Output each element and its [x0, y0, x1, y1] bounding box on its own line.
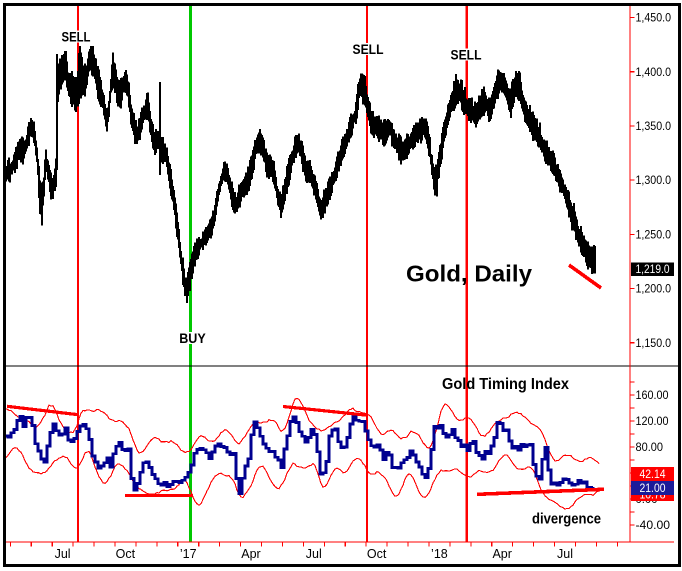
svg-text:SELL: SELL — [451, 47, 482, 62]
svg-text:160.00: 160.00 — [636, 390, 669, 402]
svg-text:’18: ’18 — [431, 547, 448, 561]
svg-text:divergence: divergence — [532, 512, 601, 528]
svg-text:Oct: Oct — [116, 547, 136, 561]
svg-text:Oct: Oct — [367, 547, 387, 561]
svg-text:Gold Timing Index: Gold Timing Index — [442, 376, 569, 393]
svg-text:-40.00: -40.00 — [636, 520, 671, 532]
svg-text:Apr: Apr — [241, 547, 260, 561]
svg-text:21.00: 21.00 — [640, 483, 666, 495]
svg-text:SELL: SELL — [62, 29, 91, 44]
svg-text:42.14: 42.14 — [640, 469, 667, 481]
svg-text:120.00: 120.00 — [636, 416, 669, 428]
svg-text:Jul: Jul — [55, 547, 71, 561]
svg-text:Apr: Apr — [492, 547, 511, 561]
svg-text:1,150.0: 1,150.0 — [636, 338, 672, 350]
svg-text:Gold, Daily: Gold, Daily — [406, 261, 532, 287]
svg-text:80.00: 80.00 — [636, 442, 664, 454]
svg-text:1,219.0: 1,219.0 — [636, 264, 670, 276]
svg-text:SELL: SELL — [353, 42, 384, 57]
svg-text:1,450.0: 1,450.0 — [636, 13, 672, 25]
svg-text:1,300.0: 1,300.0 — [636, 175, 672, 187]
svg-text:1,200.0: 1,200.0 — [636, 284, 672, 296]
svg-text:BUY: BUY — [179, 331, 206, 346]
svg-text:Jul: Jul — [557, 547, 573, 561]
svg-text:1,400.0: 1,400.0 — [636, 67, 672, 79]
svg-text:Jul: Jul — [306, 547, 322, 561]
svg-text:’17: ’17 — [180, 547, 197, 561]
svg-text:1,350.0: 1,350.0 — [636, 121, 672, 133]
svg-text:1,250.0: 1,250.0 — [636, 229, 672, 241]
